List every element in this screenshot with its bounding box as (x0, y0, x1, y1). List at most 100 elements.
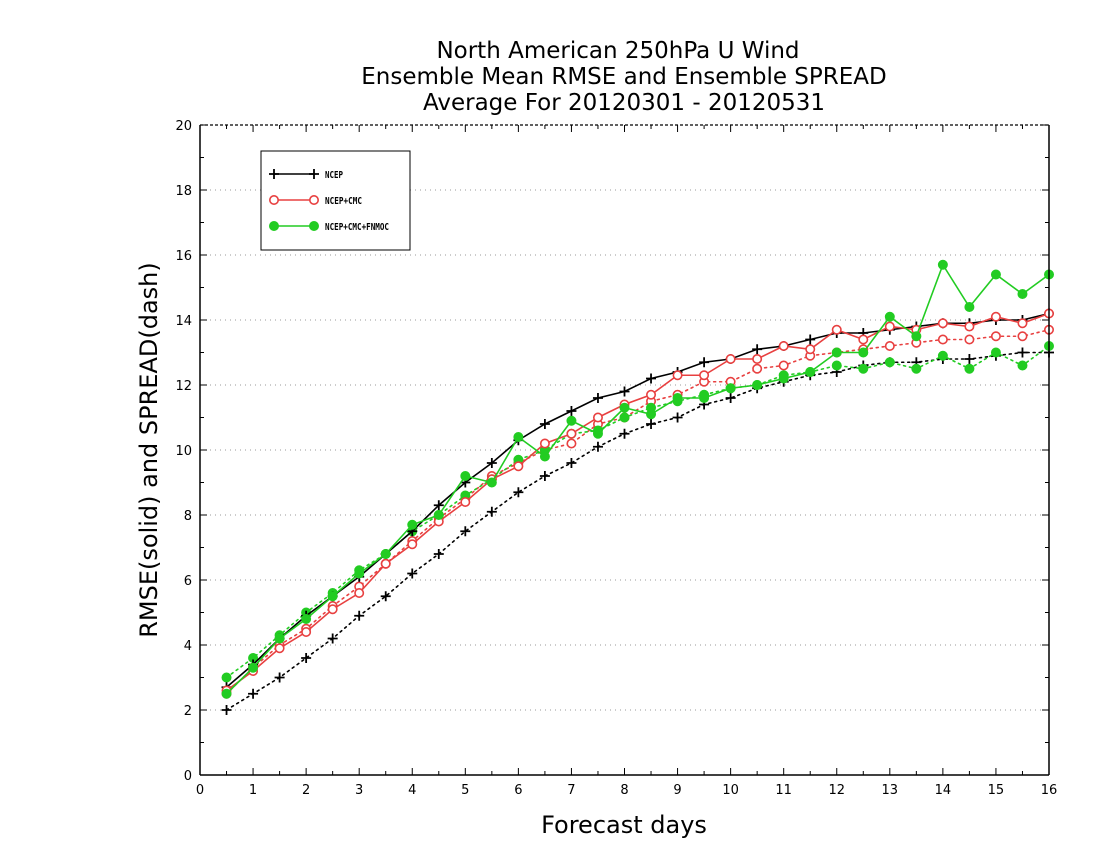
rmse-point-ncep-cmc-fnmoc-11 (513, 432, 524, 442)
rmse-point-ncep-cmc-16 (646, 389, 657, 400)
rmse-point-ncep-12 (539, 419, 550, 429)
rmse-point-ncep-8 (433, 500, 444, 511)
legend-marker-start-ncep (269, 169, 279, 179)
rmse-point-ncep-cmc-12 (539, 438, 550, 449)
spread-point-ncep-28 (964, 354, 975, 364)
spread-point-ncep-15 (619, 428, 630, 439)
rmse-line-ncep-cmc-fnmoc (225, 262, 1050, 695)
spread-point-ncep-cmc-fnmoc-27 (937, 350, 948, 361)
rmse-point-ncep-cmc-fnmoc-13 (566, 415, 577, 426)
spread-point-ncep-7 (407, 568, 418, 579)
spread-point-ncep-11 (513, 487, 524, 498)
chart-title-line-2: Ensemble Mean RMSE and Ensemble SPREAD (361, 64, 886, 90)
spread-point-ncep-cmc-25 (884, 340, 895, 351)
rmse-point-ncep-cmc-14 (592, 412, 603, 423)
y-tick-label-12: 12 (175, 379, 192, 394)
spread-point-ncep-cmc-29 (990, 331, 1001, 342)
x-tick-label-1: 1 (249, 783, 257, 798)
rmse-point-ncep-cmc-fnmoc-8 (433, 510, 444, 520)
x-tick-label-13: 13 (882, 783, 899, 798)
axes: 0 1 2 3 4 5 6 7 8 9 10 11 12 13 14 15 160246810121416182… (175, 119, 1057, 798)
chart-title-line-1: North American 250hPa U Wind (436, 38, 799, 64)
y-tick-label-0: 0 (184, 769, 192, 784)
rmse-point-ncep-cmc-fnmoc-30 (1017, 289, 1028, 299)
rmse-point-ncep-cmc-fnmoc-1 (248, 662, 259, 673)
spread-point-ncep-12 (539, 471, 550, 481)
rmse-point-ncep-cmc-fnmoc-16 (646, 409, 657, 420)
spread-point-ncep-17 (672, 412, 683, 423)
x-tick-label-11: 11 (775, 783, 792, 798)
x-tick-label-6: 6 (514, 783, 522, 798)
spread-point-ncep-30 (1017, 347, 1028, 358)
legend-marker-end-ncep (309, 169, 319, 179)
x-tick-label-7: 7 (567, 783, 575, 798)
rmse-point-ncep-cmc-13 (566, 428, 577, 439)
rmse-line-ncep-cmc (226, 312, 1050, 692)
spread-point-ncep-cmc-fnmoc-28 (964, 363, 975, 374)
spread-point-ncep-cmc-fnmoc-23 (831, 360, 842, 371)
spread-point-ncep-cmc-20 (752, 363, 763, 374)
spread-point-ncep-cmc-28 (964, 334, 975, 345)
spread-point-ncep-16 (646, 419, 657, 429)
x-tick-label-10: 10 (722, 783, 739, 798)
rmse-point-ncep-cmc-fnmoc-22 (805, 367, 816, 377)
rmse-point-ncep-cmc-fnmoc-26 (911, 331, 922, 342)
spread-point-ncep-3 (301, 653, 312, 663)
rmse-point-ncep-cmc-9 (460, 496, 471, 507)
y-tick-label-20: 20 (175, 119, 192, 134)
rmse-point-ncep-cmc-fnmoc-5 (354, 568, 365, 579)
legend-label-ncep-cmc-fnmoc: NCEP+CMC+FNMOC (325, 222, 389, 233)
rmse-point-ncep-cmc-fnmoc-18 (699, 393, 710, 403)
legend-label-ncep-cmc: NCEP+CMC (325, 196, 362, 207)
spread-point-ncep-cmc-fnmoc-26 (911, 363, 922, 374)
rmse-point-ncep-cmc-22 (805, 344, 816, 355)
rmse-point-ncep-cmc-fnmoc-27 (937, 259, 948, 270)
rmse-point-ncep-22 (805, 334, 816, 345)
y-tick-label-10: 10 (175, 444, 192, 459)
x-tick-label-5: 5 (461, 783, 469, 798)
spread-point-ncep-cmc-fnmoc-0 (221, 672, 232, 683)
rmse-point-ncep-cmc-fnmoc-4 (327, 591, 338, 602)
rmse-point-ncep-cmc-fnmoc-12 (539, 451, 550, 462)
rmse-point-ncep-cmc-fnmoc-3 (301, 614, 312, 624)
y-tick-label-16: 16 (175, 249, 192, 264)
rmse-point-ncep-10 (486, 458, 497, 468)
x-tick-label-8: 8 (620, 783, 628, 798)
rmse-point-ncep-cmc-fnmoc-21 (778, 373, 789, 384)
legend-label-ncep: NCEP (325, 170, 343, 181)
x-tick-label-0: 0 (196, 783, 204, 798)
gridlines (200, 189, 1049, 711)
rmse-point-ncep-20 (752, 344, 763, 355)
rmse-point-ncep-14 (592, 393, 603, 403)
rmse-series-group (221, 259, 1055, 699)
x-axis-title: Forecast days (541, 811, 707, 839)
x-tick-label-12: 12 (828, 783, 845, 798)
rmse-point-ncep-13 (566, 406, 577, 416)
rmse-point-ncep-cmc-fnmoc-28 (964, 302, 975, 312)
spread-point-ncep-cmc-30 (1017, 331, 1028, 342)
spread-point-ncep-cmc-21 (778, 360, 789, 371)
rmse-point-ncep-cmc-21 (778, 340, 789, 351)
spread-point-ncep-8 (433, 549, 444, 559)
spread-line-ncep-cmc-fnmoc (225, 345, 1050, 679)
legend-marker-start-ncep-cmc (268, 195, 279, 206)
x-tick-label-2: 2 (302, 783, 310, 798)
spread-point-ncep-19 (725, 393, 736, 403)
rmse-point-ncep-cmc-6 (380, 558, 391, 569)
legend-marker-end-ncep-cmc-fnmoc (309, 221, 319, 231)
rmse-point-ncep-cmc-fnmoc-15 (619, 402, 630, 413)
rmse-point-ncep-cmc-7 (407, 539, 418, 550)
x-tick-label-9: 9 (673, 783, 681, 798)
rmse-point-ncep-cmc-fnmoc-0 (221, 688, 232, 699)
x-tick-label-3: 3 (355, 783, 363, 798)
spread-line-ncep (225, 351, 1050, 711)
spread-point-ncep-14 (592, 441, 603, 452)
rmse-point-ncep-cmc-5 (354, 587, 365, 598)
spread-point-ncep-5 (354, 610, 365, 621)
rmse-point-ncep-cmc-23 (831, 324, 842, 335)
spread-point-ncep-2 (274, 672, 285, 683)
rmse-point-ncep-cmc-fnmoc-6 (380, 549, 391, 559)
x-tick-label-4: 4 (408, 783, 416, 798)
rmse-point-ncep-cmc-4 (327, 604, 338, 615)
